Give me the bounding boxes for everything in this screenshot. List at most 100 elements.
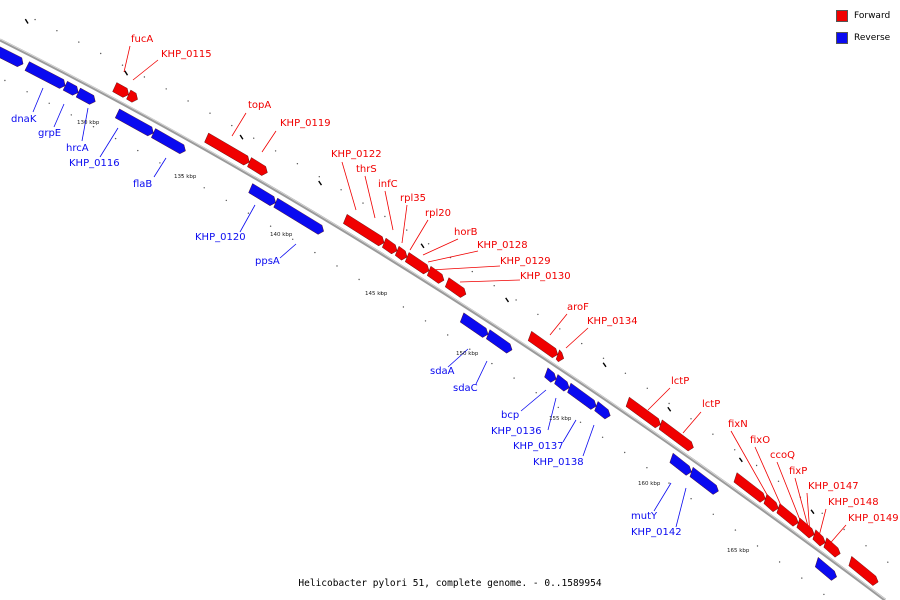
gene-feature [75,87,96,105]
gene-feature-shade [67,78,79,87]
minor-tick [424,320,427,322]
minor-tick [535,392,537,394]
label-leader-line [341,161,357,211]
gene-feature-shade [277,195,324,226]
minor-tick [336,265,338,267]
minor-tick [406,229,408,231]
gene-label: KHP_0122 [331,149,382,160]
gene-feature [527,330,559,359]
gene-feature [404,252,430,275]
gene-feature-shade [155,125,186,145]
label-leader-line [401,204,408,244]
gene-label: topA [248,100,271,111]
gene-feature [625,396,661,429]
gene-feature [658,419,694,452]
minor-tick [121,64,124,66]
gene-feature-shade [570,380,597,401]
tick-label: 135 kbp [174,174,197,180]
gene-feature-shade [851,553,878,576]
minor-tick [515,299,517,301]
label-leader-line [429,265,501,271]
minor-tick [70,114,73,116]
label-leader-line [53,103,65,128]
gene-feature-shade [399,243,408,251]
minor-tick [187,100,189,102]
minor-tick [581,342,583,345]
label-leader-line [549,313,568,336]
minor-tick [114,137,117,140]
gene-feature [763,493,779,513]
minor-tick [755,464,758,467]
gene-feature [382,237,398,255]
minor-tick [384,215,386,218]
minor-tick [26,91,28,93]
minor-tick [579,421,582,423]
gene-label: lctP [671,376,689,387]
minor-tick [4,79,6,82]
minor-tick [690,498,692,500]
label-leader-line [427,250,479,263]
gene-feature [112,82,129,98]
minor-tick [491,362,493,365]
label-leader-line [730,430,771,501]
gene-label: flaB [133,179,152,190]
gene-feature-shade [347,211,385,237]
minor-tick [340,189,342,191]
gene-feature-shade [766,491,779,503]
minor-tick [318,176,320,178]
gene-feature [0,46,24,67]
gene-feature [151,128,186,155]
minor-tick [493,285,495,287]
minor-tick [380,292,382,294]
label-leader-line [409,219,429,251]
major-tick [738,457,743,463]
minor-tick [712,433,714,435]
gene-feature [24,61,66,89]
reverse-swatch [836,32,848,44]
minor-tick [314,251,316,254]
gene-label: thrS [356,164,377,175]
gene-feature [594,401,611,420]
minor-ticks [4,18,889,596]
minor-tick [712,513,714,515]
minor-tick [159,162,161,164]
gene-label: ppsA [255,256,280,267]
gene-label: infC [378,179,398,190]
minor-tick [471,270,473,273]
gene-label: KHP_0137 [513,441,564,452]
minor-tick [362,202,364,204]
gene-feature [689,466,719,495]
major-tick [505,297,510,303]
gene-label: KHP_0142 [631,527,682,538]
minor-tick [143,76,146,78]
minor-tick [34,18,36,21]
label-leader-line [239,204,256,233]
label-leader-line [520,389,547,412]
gene-label: KHP_0134 [587,316,638,327]
gene-label: horB [454,227,478,238]
minor-tick [843,528,845,531]
gene-feature-shade [818,554,837,571]
gene-label: fixN [728,419,748,430]
gene-feature-shade [531,328,558,349]
minor-tick [887,561,889,563]
gene-feature [62,80,79,96]
label-leader-line [562,419,577,443]
minor-tick [203,187,205,189]
gene-feature-shade [448,274,467,289]
tick-label: 165 kbp [727,548,750,554]
gene-feature-shade [80,85,96,96]
label-leaders [32,45,847,549]
minor-tick [734,529,737,531]
gene-feature [848,555,879,586]
gene-feature-shade [0,42,24,58]
label-leader-line [565,327,589,349]
minor-tick [247,212,250,214]
gene-label: KHP_0116 [69,158,120,169]
gene-label: KHP_0138 [533,457,584,468]
minor-tick [292,238,294,240]
legend-reverse: Reverse [836,30,900,46]
minor-tick [253,137,255,139]
minor-tick [165,88,167,90]
label-leader-line [81,107,89,142]
